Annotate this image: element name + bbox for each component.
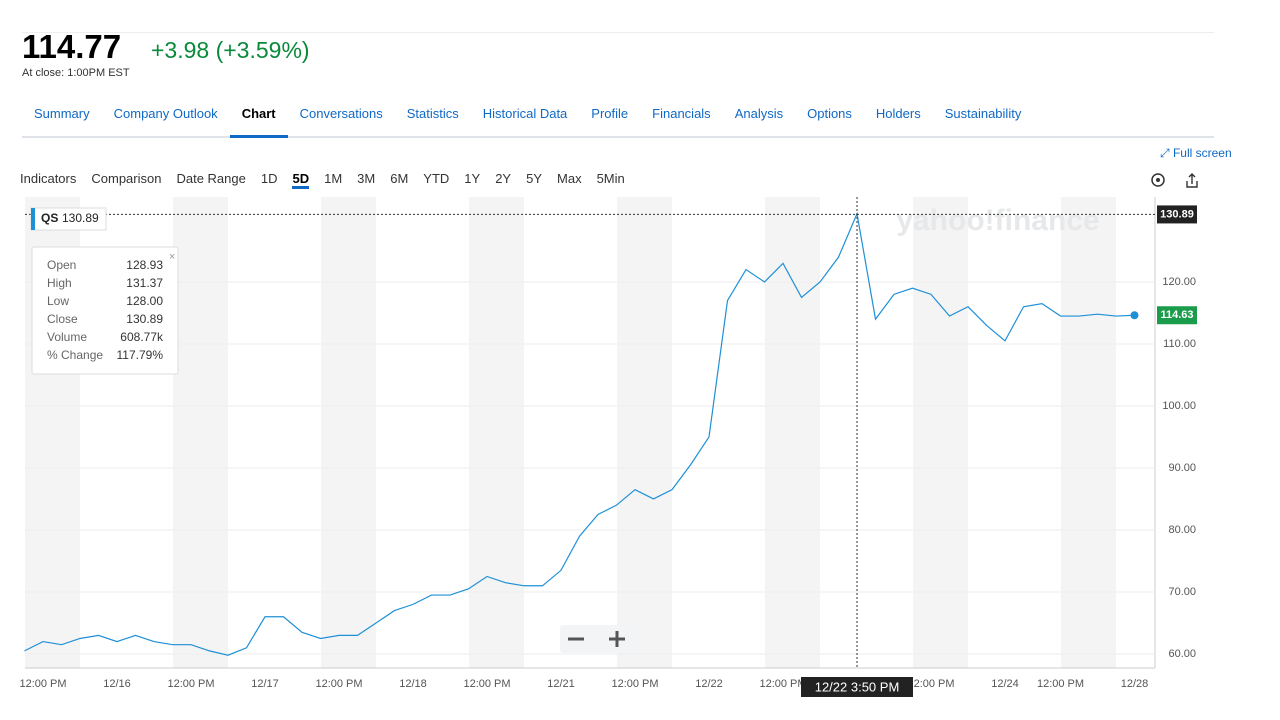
x-tick-label: 12:00 PM (463, 678, 510, 690)
x-tick-label: 12/28 (1121, 678, 1149, 690)
x-tick-label: 12:00 PM (19, 678, 66, 690)
y-tick-label: 110.00 (1163, 338, 1196, 350)
tab[interactable]: Options (807, 106, 852, 121)
toolbar-item[interactable]: Indicators (20, 171, 77, 186)
ohlc-value: 128.00 (126, 294, 163, 308)
x-tick-label: 12/18 (399, 678, 427, 690)
watermark: yahoo!finance (896, 204, 1099, 237)
tab[interactable]: Financials (652, 106, 711, 121)
x-tick-label: 12:00 PM (759, 678, 806, 690)
tab[interactable]: Chart (229, 96, 288, 138)
ohlc-value: 128.93 (126, 258, 163, 272)
price: 114.77 (22, 28, 122, 65)
settings-icon[interactable] (1151, 173, 1165, 187)
shade (1061, 197, 1116, 668)
x-tick-label: 12:00 PM (611, 678, 658, 690)
shade (617, 197, 672, 668)
x-tick-label: 12:00 PM (907, 678, 954, 690)
full-screen-text[interactable]: Full screen (1172, 146, 1232, 160)
zoom-controls (560, 625, 636, 653)
ohlc-label: High (47, 276, 72, 290)
symbol-name: QS (41, 211, 58, 225)
toolbar-item[interactable]: 5Min (596, 171, 625, 186)
toolbar-item[interactable]: Date Range (176, 171, 246, 186)
ohlc-label: % Change (47, 348, 103, 362)
crosshair-time: 12/22 3:50 PM (815, 679, 900, 694)
crosshair-value: 130.89 (1160, 208, 1194, 220)
tab[interactable]: Sustainability (944, 106, 1022, 121)
toolbar-item[interactable]: Max (557, 171, 582, 186)
tab[interactable]: Company Outlook (113, 106, 218, 121)
tab[interactable]: Historical Data (482, 106, 568, 121)
x-tick-label: 12/21 (547, 678, 575, 690)
ohlc-panel (31, 246, 179, 375)
tab[interactable]: Holders (875, 106, 921, 121)
session-shading (25, 197, 1116, 668)
ohlc-label: Low (47, 294, 69, 308)
y-tick-label: 70.00 (1168, 586, 1196, 598)
x-tick-label: 12/17 (251, 678, 279, 690)
toolbar-item[interactable]: 1M (324, 171, 343, 186)
symbol-value: 130.89 (62, 211, 99, 225)
shade (913, 197, 968, 668)
crosshair-tag-bg (1157, 205, 1197, 224)
toolbar-item[interactable]: 2Y (495, 171, 512, 186)
last-price-tag: 114.63 (1157, 306, 1197, 325)
y-tick-label: 100.00 (1162, 400, 1196, 412)
toolbar-item[interactable]: 6M (390, 171, 409, 186)
chart-toolbar: Indicators Comparison Date Range 1D 5D 1M 3M 6M… (20, 171, 625, 189)
crosshair-time-bg (801, 677, 913, 697)
ohlc-value: 117.79% (117, 348, 164, 362)
shade (765, 197, 820, 668)
ohlc-value: 130.89 (126, 312, 163, 326)
tab[interactable]: Conversations (299, 106, 383, 121)
toolbar-item[interactable]: YTD (423, 171, 450, 186)
ohlc-label: Volume (47, 330, 87, 344)
full-screen-link[interactable]: ⤢ Full screen (1160, 146, 1232, 160)
toolbar-item[interactable]: 1D (260, 171, 278, 186)
x-tick-label: 12:00 PM (1037, 678, 1084, 690)
tab-bar: Summary Company Outlook Chart Conversations… (22, 96, 1214, 138)
shade (173, 197, 228, 668)
shade (469, 197, 524, 668)
price-change: +3.98 (+3.59%) (151, 37, 310, 63)
x-tick-label: 12/24 (991, 678, 1019, 690)
last-price-bg (1157, 306, 1197, 325)
ohlc-value: 131.37 (126, 276, 163, 290)
share-icon[interactable] (1186, 173, 1198, 188)
close-note: At close: 1:00PM EST (22, 67, 130, 79)
ohlc-label: Open (47, 258, 76, 272)
x-tick-label: 12/16 (103, 678, 131, 690)
tab[interactable]: Profile (591, 106, 629, 121)
tab[interactable]: Summary (34, 106, 90, 121)
y-tick-label: 90.00 (1168, 462, 1196, 474)
symbol-tag-bar (31, 208, 35, 230)
x-tick-label: 12:00 PM (167, 678, 214, 690)
toolbar-item[interactable]: 3M (357, 171, 376, 186)
toolbar-item[interactable]: 1Y (464, 171, 481, 186)
x-tick-label: 12/22 (695, 678, 723, 690)
y-tick-label: 80.00 (1168, 524, 1196, 536)
tab[interactable]: Analysis (734, 106, 784, 121)
ohlc-label: Close (47, 312, 78, 326)
price-line (24, 211, 1135, 656)
toolbar-item[interactable]: Comparison (91, 171, 162, 186)
tab[interactable]: Statistics (406, 106, 459, 121)
toolbar-item[interactable]: 5D (292, 171, 310, 189)
y-tick-label: 120.00 (1162, 276, 1196, 288)
last-point (1130, 311, 1139, 320)
divider (22, 32, 1214, 33)
toolbar-item[interactable]: 5Y (526, 171, 543, 186)
zoom-in[interactable] (609, 631, 625, 647)
x-tick-label: 12:00 PM (315, 678, 362, 690)
y-tick-label: 60.00 (1168, 648, 1196, 660)
ohlc-close-x[interactable]: × (169, 251, 175, 263)
shade (321, 197, 376, 668)
ohlc-value: 608.77k (120, 330, 164, 344)
last-price-label: 114.63 (1160, 309, 1193, 321)
